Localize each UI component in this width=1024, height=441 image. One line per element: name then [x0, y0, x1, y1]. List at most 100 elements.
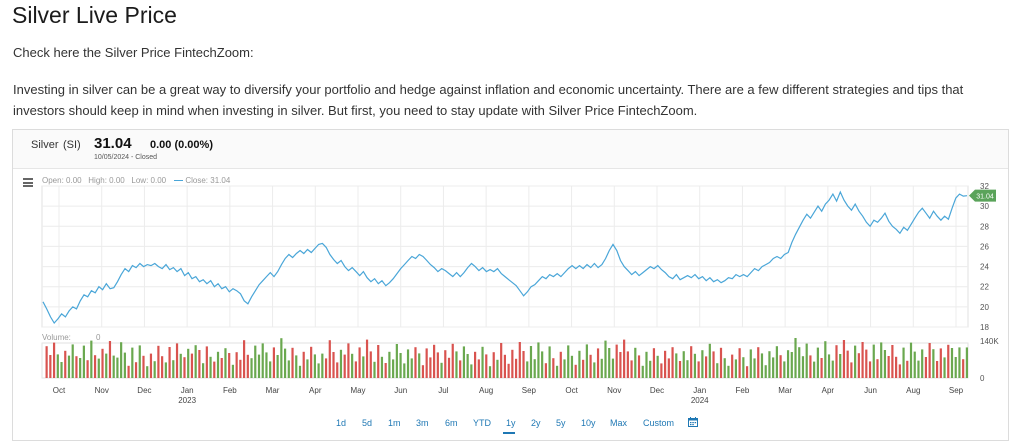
volume-bar [854, 345, 857, 378]
volume-bar [280, 338, 283, 378]
volume-bar [764, 365, 767, 378]
volume-bar [380, 356, 384, 378]
volume-bar [760, 353, 764, 378]
x-tick-label: Sep [522, 386, 537, 395]
last-value-label: 31.04 [976, 194, 994, 201]
volume-bar [641, 365, 644, 378]
volume-bar [242, 340, 246, 378]
y-tick-label: 22 [980, 283, 989, 292]
x-tick-label: Dec [137, 386, 151, 395]
volume-bar [49, 355, 52, 378]
volume-bar [56, 354, 59, 378]
volume-bar [578, 350, 581, 378]
volume-bar [757, 347, 760, 378]
price-chart[interactable]: 18 20 22 24 26 28 30 32 Oct Nov Dec Jan Feb Mar Apr May… [13, 130, 1008, 415]
volume-bar [231, 364, 235, 378]
range-custom[interactable]: Custom [643, 418, 675, 428]
hamburger-menu-icon[interactable] [23, 178, 33, 187]
volume-bar [246, 354, 249, 378]
volume-bar [477, 359, 480, 378]
range-5d[interactable]: 5d [362, 418, 373, 428]
volume-bar [105, 353, 108, 378]
volume-bar [596, 348, 600, 378]
volume-bar [839, 354, 842, 378]
range-3m[interactable]: 3m [416, 418, 429, 428]
x-tick-label: Jan [181, 386, 194, 395]
volume-bar [198, 350, 201, 378]
volume-bar [466, 354, 469, 378]
range-ytd[interactable]: YTD [473, 418, 491, 428]
volume-bar [239, 359, 242, 378]
volume-bar [440, 362, 443, 378]
volume-bar [656, 355, 659, 378]
volume-bar [887, 356, 890, 378]
volume-value: 0 [96, 333, 101, 342]
volume-bar [161, 356, 164, 378]
volume-bar [932, 349, 935, 378]
volume-bar [682, 351, 685, 378]
x-tick-label: Jun [394, 386, 407, 395]
x-tick-label: Oct [565, 386, 578, 395]
volume-bar [563, 359, 566, 378]
volume-bar [950, 348, 954, 378]
volume-bar [298, 365, 302, 378]
volume-bar [324, 358, 328, 378]
volume-bar [868, 361, 872, 378]
volume-bar [492, 352, 495, 378]
volume-bar [79, 358, 82, 378]
volume-bar [652, 348, 656, 378]
volume-bar [742, 357, 745, 378]
x-tick-label: Aug [479, 386, 493, 395]
volume-bar [738, 348, 741, 378]
volume-bar [541, 351, 544, 378]
volume-bar [954, 357, 957, 378]
volume-bar [347, 343, 350, 378]
x-tick-label: Jul [438, 386, 448, 395]
volume-bar [511, 349, 514, 378]
volume-bar [637, 355, 641, 378]
year-label: 2024 [691, 396, 709, 405]
volume-bar [820, 358, 823, 378]
y-tick-label: 18 [980, 323, 989, 332]
volume-bar [328, 340, 331, 378]
volume-bar [496, 359, 499, 378]
volume-bar [585, 344, 588, 378]
volume-bar [813, 361, 816, 378]
volume-bar [317, 363, 320, 378]
range-max[interactable]: Max [610, 418, 628, 428]
range-10y[interactable]: 10y [581, 418, 596, 428]
volume-bar [146, 366, 149, 378]
volume-bar [257, 354, 261, 378]
range-6m[interactable]: 6m [445, 418, 458, 428]
volume-bar [67, 355, 71, 378]
volume-bar [917, 360, 920, 378]
x-tick-label: Nov [607, 386, 621, 395]
volume-bar [645, 351, 648, 378]
y-tick-label: 28 [980, 222, 989, 231]
volume-bar [909, 342, 913, 378]
volume-bar [310, 346, 313, 378]
range-1m[interactable]: 1m [388, 418, 401, 428]
calendar-icon[interactable] [688, 417, 698, 427]
volume-bar [358, 347, 361, 378]
volume-bar [529, 346, 533, 378]
volume-bar [302, 351, 305, 378]
price-line [42, 190, 968, 325]
volume-bar [213, 361, 216, 378]
volume-bar [906, 360, 909, 378]
volume-bar [671, 347, 674, 378]
volume-bar [943, 357, 946, 378]
volume-bar [913, 351, 916, 378]
volume-bar [895, 356, 898, 378]
range-1y[interactable]: 1y [506, 418, 516, 428]
range-5y[interactable]: 5y [556, 418, 566, 428]
x-tick-label: Apr [309, 386, 322, 395]
quote-date-status: 10/05/2024 - Closed [94, 154, 158, 161]
x-tick-label: Nov [95, 386, 109, 395]
last-price: 31.04 [94, 135, 132, 152]
range-2y[interactable]: 2y [531, 418, 541, 428]
volume-bar [615, 344, 618, 378]
volume-bar [570, 355, 574, 378]
volume-bar [537, 342, 540, 378]
range-1d[interactable]: 1d [336, 418, 347, 428]
